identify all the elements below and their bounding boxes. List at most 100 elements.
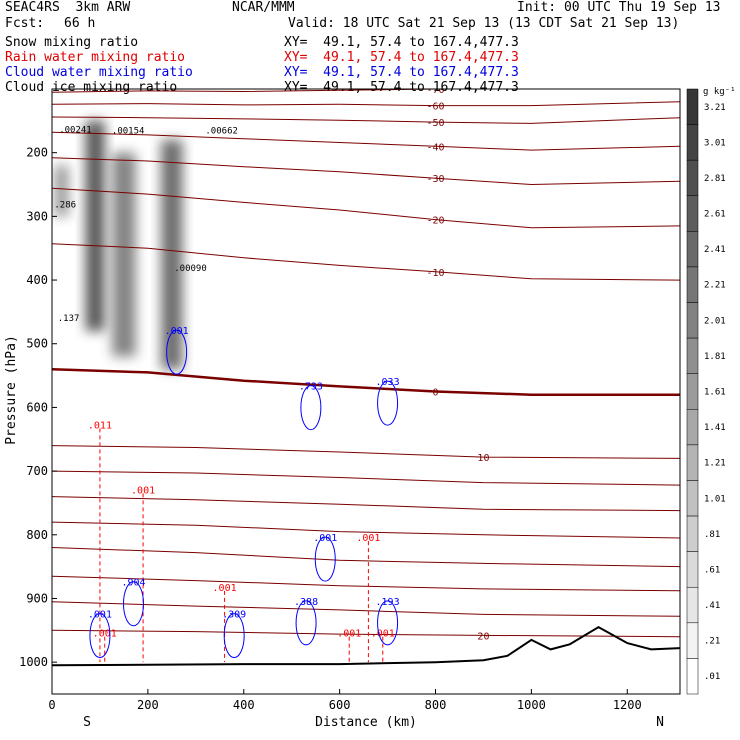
temperature-contour-label: -10: [426, 268, 444, 279]
colorbar-label: 2.01: [704, 316, 726, 326]
temperature-contour: [52, 116, 680, 124]
colorbar-swatch: [686, 159, 699, 197]
temperature-contour-label: -60: [426, 102, 444, 113]
y-axis-title: Pressure (hPa): [4, 335, 19, 445]
temperature-contour: [52, 101, 680, 107]
colorbar-swatch: [686, 515, 699, 552]
temperature-contour-label: 0: [432, 388, 438, 399]
cloud-water-contour: [122, 581, 144, 627]
temperature-contour: [52, 187, 680, 229]
y-tick-label: 700: [26, 464, 48, 478]
temperature-contour: [52, 445, 680, 459]
cloud-ice-value-label: .00090: [174, 264, 207, 274]
colorbar-swatch: [686, 337, 699, 374]
field-snow-xy: XY= 49.1, 57.4 to 167.4,477.3: [284, 35, 519, 50]
cloud-water-contour: [89, 613, 111, 659]
colorbar-swatch: [686, 88, 699, 125]
colorbar-swatch: [686, 658, 699, 695]
colorbar-unit: g kg⁻¹: [703, 87, 736, 97]
colorbar-label: 1.81: [704, 352, 726, 362]
temperature-contour: [52, 89, 473, 93]
temperature-contour-label: 20: [477, 631, 489, 642]
colorbar-label: 3.21: [704, 103, 726, 113]
temperature-contour: [52, 521, 680, 539]
temperature-contour: [52, 629, 680, 638]
colorbar-label: .01: [704, 672, 720, 682]
temperature-contour-label: -40: [426, 142, 444, 153]
init-time: Init: 00 UTC Thu 19 Sep 13: [517, 0, 721, 15]
snow-shading-column: [85, 120, 105, 331]
colorbar-label: 1.61: [704, 388, 726, 398]
rain-value-label: .001: [131, 485, 155, 496]
cloud-water-value-label: .193: [376, 597, 400, 608]
rain-value-label: .011: [88, 420, 112, 431]
colorbar-swatch: [686, 302, 699, 339]
y-tick-label: 800: [26, 528, 48, 542]
cloud-water-contour: [377, 380, 399, 426]
x-tick-label: 600: [329, 698, 351, 712]
snow-shading-column: [111, 152, 136, 357]
y-tick-label: 300: [26, 209, 48, 223]
temperature-contour: [52, 131, 680, 151]
forecast-value: 66 h: [64, 16, 96, 31]
y-tick-label: 900: [26, 591, 48, 605]
x-axis-title: Distance (km): [315, 715, 417, 730]
y-tick-label: 400: [26, 273, 48, 287]
colorbar: 3.21 3.01 2.81 2.61 2.41 2.21 2.01 1.81 1.61 1.41…: [686, 88, 726, 695]
temperature-contour: [52, 496, 680, 512]
colorbar-swatch: [686, 231, 699, 268]
colorbar-label: .21: [704, 637, 720, 647]
temperature-contour: [52, 243, 680, 281]
cloud-ice-value-label: .286: [54, 200, 76, 210]
x-tick-label: 800: [425, 698, 447, 712]
colorbar-label: 2.21: [704, 281, 726, 291]
cloud-water-value-label: .733: [299, 382, 323, 393]
cloud-water-value-label: .904: [121, 578, 145, 589]
colorbar-label: 3.01: [704, 138, 726, 148]
x-end-label-south: S: [83, 715, 91, 730]
colorbar-swatch: [686, 266, 699, 303]
cloud-water-value-label: .033: [376, 377, 400, 388]
y-tick-label: 500: [26, 337, 48, 351]
cloud-water-contour: [314, 536, 336, 582]
y-tick-label: 1000: [19, 655, 48, 669]
axes: 0 200 400 600 800 1000 12002003004005006007008…: [19, 146, 642, 712]
temperature-contour: [52, 547, 680, 568]
colorbar-label: 2.41: [704, 245, 726, 255]
colorbar-label: 2.61: [704, 210, 726, 220]
colorbar-swatch: [686, 409, 699, 446]
temperature-contour: [52, 157, 680, 186]
snow-shading-column: [54, 165, 69, 217]
cloud-water-contour: [166, 329, 188, 375]
cloud-water-contour: [295, 600, 317, 646]
snow-shading-column: [161, 139, 183, 370]
valid-time: Valid: 18 UTC Sat 21 Sep 13 (13 CDT Sat …: [288, 16, 680, 31]
cloud-ice-value-label: .137: [58, 314, 80, 324]
y-tick-label: 200: [26, 146, 48, 160]
cloud-water-contour: [377, 600, 399, 646]
cloud-water-value-label: .309: [222, 610, 246, 621]
x-tick-label: 0: [48, 698, 55, 712]
temperature-contour: [52, 601, 680, 617]
x-end-label-north: N: [656, 715, 664, 730]
x-tick-label: 200: [137, 698, 159, 712]
colorbar-swatch: [686, 444, 699, 481]
rain-value-label: .001: [356, 533, 380, 544]
colorbar-swatch: [686, 586, 699, 624]
colorbar-label: 1.21: [704, 459, 726, 469]
field-rain-xy: XY= 49.1, 57.4 to 167.4,477.3: [284, 50, 519, 65]
freezing-level-line: [52, 367, 680, 396]
colorbar-swatch: [686, 622, 699, 659]
temperature-contour-label: -20: [426, 216, 444, 227]
colorbar-label: 1.41: [704, 423, 726, 433]
colorbar-swatch: [686, 195, 699, 232]
colorbar-label: .41: [704, 601, 720, 611]
temperature-contour-label: -30: [426, 174, 444, 185]
temperature-contour-label: -70: [426, 85, 444, 96]
colorbar-swatch: [686, 551, 699, 588]
colorbar-label: .81: [704, 530, 720, 540]
colorbar-swatch: [686, 124, 699, 161]
center-name: NCAR/MMM: [232, 0, 295, 15]
cloud-ice-value-label: .00241: [59, 125, 92, 135]
